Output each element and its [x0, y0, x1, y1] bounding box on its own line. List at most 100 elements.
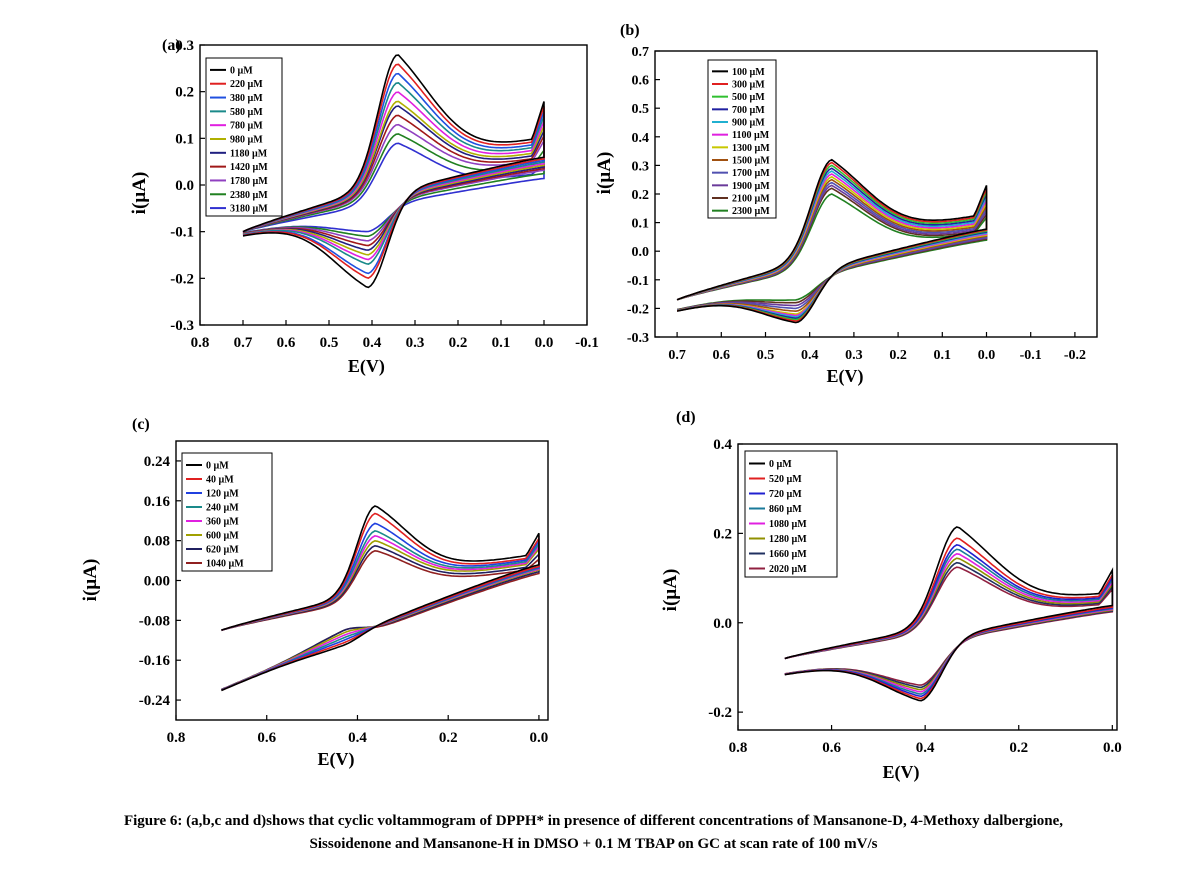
y-tick-label: 0.08 — [144, 534, 170, 550]
x-tick-label: 0.7 — [234, 335, 253, 351]
legend-entry: 1420 µM — [230, 162, 268, 173]
y-tick-label: 0.5 — [632, 102, 650, 117]
y-tick-label: 0.1 — [632, 217, 650, 232]
panel-label: (c) — [132, 416, 150, 433]
legend-entry: 1280 µM — [769, 534, 807, 545]
cv-panel-a: (a) 0.8 0.7 0.6 0.5 0.4 0.3 0.2 0.1 0.0 -0.1 -0.3 -0… — [129, 37, 599, 377]
legend-entry: 3180 µM — [230, 204, 268, 215]
y-tick-label: 0.6 — [632, 74, 650, 89]
legend-entry: 1080 µM — [769, 519, 807, 530]
x-tick-label: 0.0 — [535, 335, 554, 351]
y-tick-label: 0.16 — [144, 494, 171, 510]
legend-entry: 1900 µM — [732, 181, 770, 192]
panel-label: (b) — [620, 22, 640, 39]
y-tick-label: 0.2 — [632, 188, 650, 203]
legend-box — [744, 450, 838, 578]
legend-entry: 1180 µM — [230, 148, 268, 159]
x-tick-label: 0.6 — [713, 348, 731, 363]
legend-entry: 0 µM — [230, 65, 253, 76]
y-tick-label: -0.2 — [708, 705, 732, 721]
y-tick-label: 0.1 — [175, 131, 194, 147]
legend: 0 µM 520 µM 720 µM 860 µM 1080 µM 1280 µM 1660… — [744, 450, 838, 578]
x-tick-label: 0.4 — [801, 348, 819, 363]
x-tick-label: 0.6 — [822, 740, 841, 756]
y-tick-label: 0.2 — [175, 85, 194, 101]
legend-entry: 0 µM — [769, 459, 792, 470]
series-line — [784, 566, 1114, 686]
series-line — [676, 158, 988, 324]
legend-entry: 900 µM — [732, 118, 765, 129]
y-tick-label: 0.24 — [144, 454, 171, 470]
x-axis-label: E(V) — [882, 762, 919, 783]
legend-entry: 1100 µM — [732, 130, 770, 141]
x-tick-label: 0.2 — [1009, 740, 1028, 756]
legend-box — [707, 59, 777, 219]
x-tick-label: 0.1 — [934, 348, 952, 363]
legend-entry: 720 µM — [769, 489, 802, 500]
x-tick-label: 0.4 — [916, 740, 935, 756]
x-tick-label: 0.2 — [439, 730, 458, 746]
x-tick-label: 0.6 — [277, 335, 296, 351]
x-tick-label: 0.3 — [406, 335, 425, 351]
y-axis-label: i(µA) — [660, 569, 681, 612]
x-tick-label: 0.1 — [492, 335, 511, 351]
x-tick-label: 0.3 — [845, 348, 863, 363]
x-axis-label: E(V) — [317, 749, 354, 770]
y-tick-label: 0.3 — [175, 38, 194, 54]
x-tick-label: 0.7 — [668, 348, 686, 363]
y-tick-label: -0.2 — [627, 302, 649, 317]
figure-caption-line-1: Figure 6: (a,b,c and d)shows that cyclic… — [123, 813, 1064, 829]
legend-entry: 120 µM — [206, 489, 239, 500]
x-tick-label: 0.4 — [363, 335, 382, 351]
legend-entry: 700 µM — [732, 105, 765, 116]
panel-label: (d) — [676, 409, 696, 426]
y-tick-label: 0.0 — [175, 178, 194, 194]
legend-entry: 2100 µM — [732, 194, 770, 205]
y-tick-label: 0.0 — [632, 245, 650, 260]
legend-entry: 2380 µM — [230, 190, 268, 201]
legend-entry: 780 µM — [230, 121, 263, 132]
legend-entry: 2020 µM — [769, 564, 807, 575]
legend: 0 µM 40 µM 120 µM 240 µM 360 µM 600 µM 620 µM 1… — [181, 452, 273, 572]
plot-frame — [737, 443, 1118, 731]
series-lines — [221, 505, 540, 692]
legend-entry: 1780 µM — [230, 176, 268, 187]
legend-entry: 1300 µM — [732, 143, 770, 154]
series-line — [242, 54, 545, 289]
legend-entry: 980 µM — [230, 135, 263, 146]
y-tick-label: 0.4 — [713, 437, 732, 453]
x-tick-label: 0.5 — [757, 348, 775, 363]
y-tick-label: 0.3 — [632, 159, 650, 174]
legend-entry: 620 µM — [206, 545, 239, 556]
legend-entry: 1500 µM — [732, 156, 770, 167]
y-axis-label: i(µA) — [594, 152, 615, 195]
legend-entry: 240 µM — [206, 503, 239, 514]
y-axis-label: i(µA) — [129, 172, 150, 215]
legend-entry: 40 µM — [206, 475, 234, 486]
x-tick-label: 0.8 — [729, 740, 748, 756]
x-axis-label: E(V) — [827, 366, 864, 387]
y-tick-label: 0.2 — [713, 526, 732, 542]
legend-entry: 360 µM — [206, 517, 239, 528]
series-lines — [784, 526, 1114, 702]
x-tick-label: -0.2 — [1064, 348, 1086, 363]
y-tick-label: -0.2 — [170, 271, 194, 287]
y-tick-label: -0.16 — [139, 653, 171, 669]
x-tick-label: 0.8 — [191, 335, 210, 351]
x-tick-label: 0.4 — [348, 730, 367, 746]
y-tick-label: -0.08 — [139, 613, 170, 629]
y-tick-label: -0.3 — [627, 331, 649, 346]
legend-entry: 600 µM — [206, 531, 239, 542]
y-tick-label: 0.4 — [632, 131, 650, 146]
x-tick-label: -0.1 — [575, 335, 599, 351]
legend: 0 µM 220 µM 380 µM 580 µM 780 µM 980 µM 1180 µ… — [205, 57, 283, 217]
cv-panel-d: (d) 0.8 0.6 0.4 0.2 0.0 -0.2 0.0 0.2 0.4 E(V) i(µA)… — [660, 409, 1122, 783]
legend-entry: 520 µM — [769, 474, 802, 485]
x-tick-label: 0.0 — [530, 730, 549, 746]
legend-entry: 580 µM — [230, 107, 263, 118]
legend-entry: 300 µM — [732, 80, 765, 91]
x-tick-label: 0.6 — [257, 730, 276, 746]
legend-entry: 860 µM — [769, 504, 802, 515]
